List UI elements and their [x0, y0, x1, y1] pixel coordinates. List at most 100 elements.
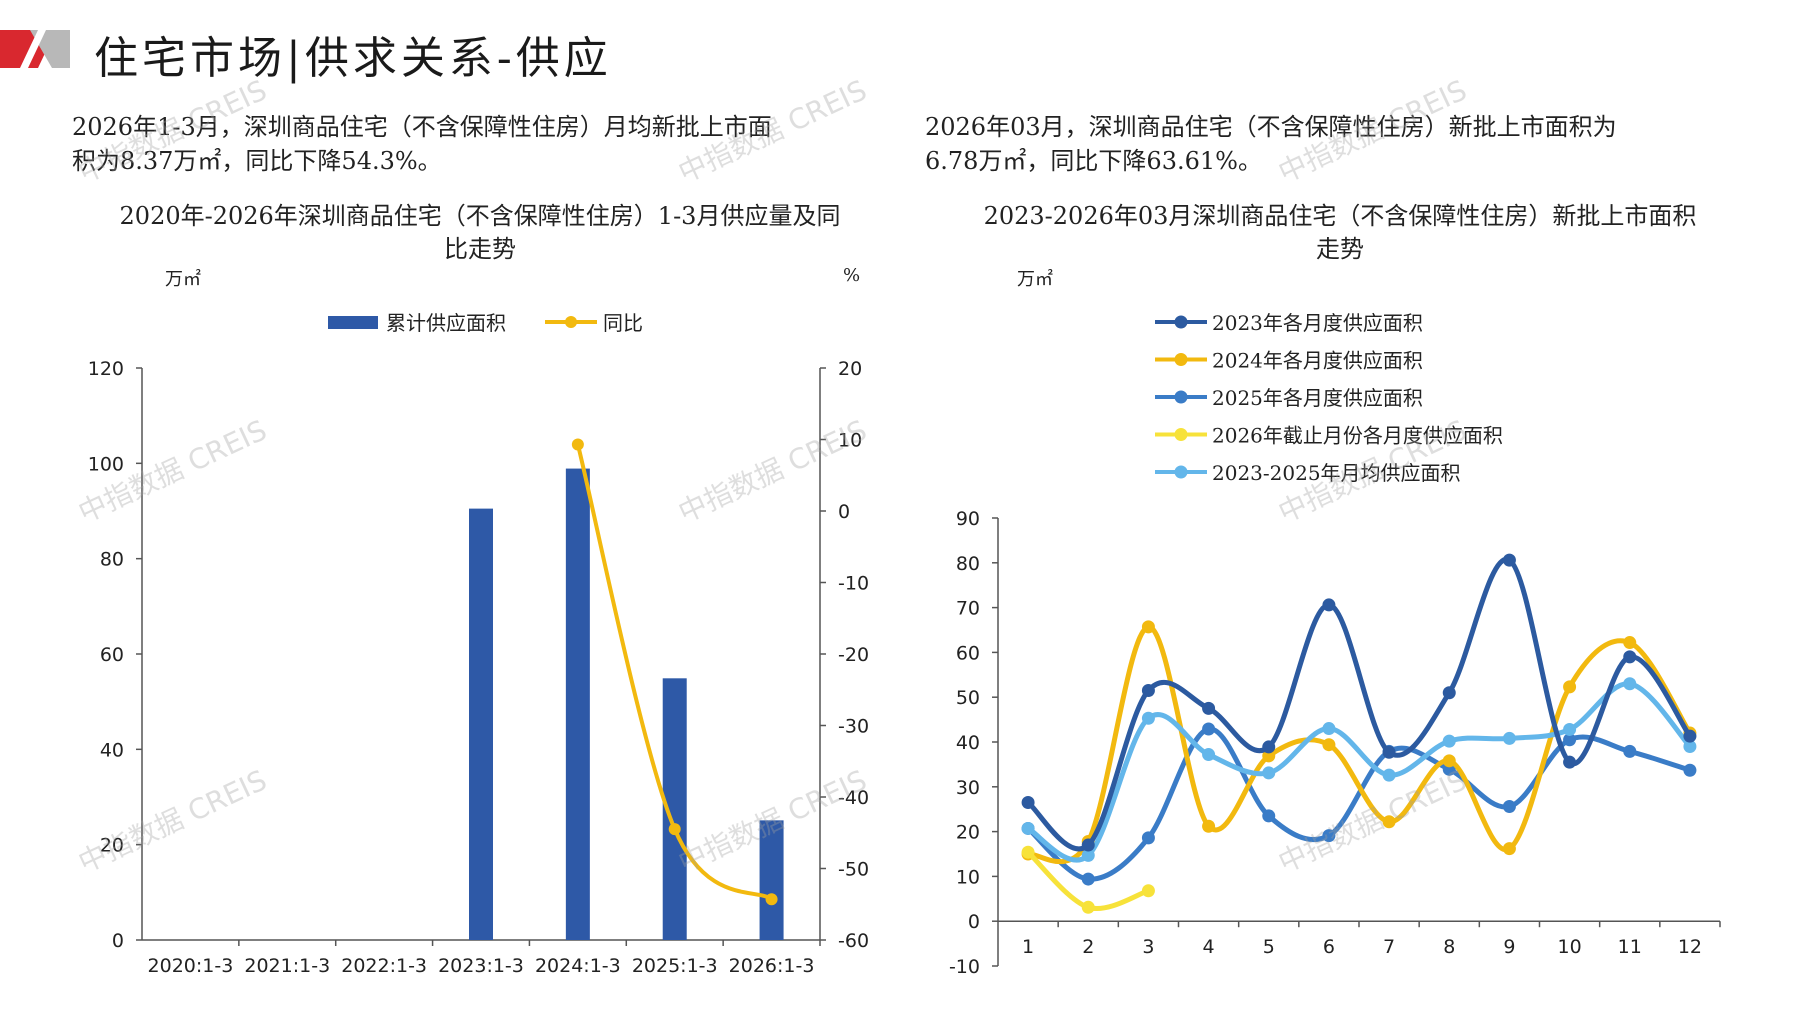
legend-swatch-point — [1174, 353, 1188, 366]
series-point — [1262, 809, 1276, 823]
series-point — [1202, 701, 1216, 715]
series-point — [1563, 733, 1577, 747]
legend-swatch-point — [1174, 465, 1188, 479]
series-point — [1081, 838, 1095, 852]
left-chart-left-unit: 万㎡ — [165, 269, 201, 290]
y-tick-label: 10 — [956, 866, 980, 888]
series-point — [1202, 722, 1216, 736]
series-point — [1623, 744, 1637, 758]
y-tick-label: 30 — [956, 777, 980, 799]
legend-label: 2024年各月度供应面积 — [1212, 349, 1423, 373]
series-point — [1623, 677, 1637, 691]
y-tick-label: 60 — [956, 642, 980, 664]
y-tick-label: -10 — [949, 956, 980, 978]
series-point — [1322, 738, 1336, 752]
series-point — [1081, 900, 1095, 914]
series-point — [1081, 872, 1095, 886]
legend-label: 2023-2025年月均供应面积 — [1212, 461, 1461, 485]
y-tick-label: 20 — [956, 822, 980, 844]
x-tick-label: 2022:1-3 — [341, 955, 427, 977]
y2-tick-label: 0 — [838, 501, 850, 523]
x-tick-label: 2021:1-3 — [244, 955, 330, 977]
y-tick-label: 90 — [956, 508, 980, 530]
series-point — [1683, 763, 1697, 777]
series-point — [1141, 683, 1155, 697]
x-tick-label: 10 — [1557, 936, 1581, 958]
y2-tick-label: -30 — [838, 716, 869, 738]
legend-label: 2023年各月度供应面积 — [1212, 311, 1423, 335]
x-tick-label: 5 — [1263, 936, 1275, 958]
header-logo-shape — [0, 30, 70, 68]
legend-swatch-point — [1174, 315, 1188, 329]
bar — [759, 820, 784, 940]
right-chart-unit: 万㎡ — [1017, 269, 1053, 290]
left-summary-line1: 2026年1-3月，深圳商品住宅（不含保障性住房）月均新批上市面 — [72, 113, 772, 141]
series-point — [1322, 598, 1336, 612]
series-point — [1021, 845, 1035, 859]
series-point — [1081, 848, 1095, 862]
series-point — [1382, 815, 1396, 829]
left-summary-line2: 积为8.37万㎡，同比下降54.3%。 — [72, 147, 442, 175]
legend-label: 同比 — [603, 311, 643, 335]
legend-swatch-point — [1174, 428, 1188, 441]
legend-swatch-bar — [328, 316, 378, 329]
series-point — [1382, 745, 1396, 759]
x-tick-label: 8 — [1443, 936, 1455, 958]
x-tick-label: 2023:1-3 — [438, 955, 524, 977]
series-point — [1141, 711, 1155, 725]
y-tick-label: 100 — [88, 453, 124, 475]
y-tick-label: 80 — [100, 549, 124, 571]
x-tick-label: 2026:1-3 — [729, 955, 815, 977]
yoy-point — [571, 438, 584, 451]
y-tick-label: 70 — [956, 598, 980, 620]
y-tick-label: 80 — [956, 553, 980, 575]
series-point — [1202, 819, 1216, 833]
left-chart-title-line1: 2020年-2026年深圳商品住宅（不含保障性住房）1-3月供应量及同 — [119, 202, 841, 230]
series-point — [1683, 739, 1697, 753]
right-chart-title-line2: 走势 — [1316, 235, 1364, 263]
y-tick-label: 60 — [100, 644, 124, 666]
y-tick-label: 40 — [956, 732, 980, 754]
x-tick-label: 7 — [1383, 936, 1395, 958]
left-chart-title: 2020年-2026年深圳商品住宅（不含保障性住房）1-3月供应量及同 比走势 — [60, 200, 900, 266]
right-chart-title-line1: 2023-2026年03月深圳商品住宅（不含保障性住房）新批上市面积 — [983, 202, 1697, 230]
page-title: 住宅市场|供求关系-供应 — [94, 33, 612, 84]
series-point — [1563, 722, 1577, 736]
series-line — [1026, 556, 1692, 852]
right-summary-line2: 6.78万㎡，同比下降63.61%。 — [925, 147, 1262, 175]
y-tick-label: 0 — [968, 911, 980, 933]
header — [0, 18, 1797, 80]
series-point — [1202, 748, 1216, 762]
left-summary: 2026年1-3月，深圳商品住宅（不含保障性住房）月均新批上市面 积为8.37万… — [72, 110, 772, 178]
right-chart-title: 2023-2026年03月深圳商品住宅（不含保障性住房）新批上市面积 走势 — [920, 200, 1760, 266]
x-tick-label: 4 — [1203, 936, 1215, 958]
y2-tick-label: -60 — [838, 930, 869, 952]
series-point — [1502, 842, 1516, 856]
y-tick-label: 0 — [112, 930, 124, 952]
x-tick-label: 2020:1-3 — [148, 955, 234, 977]
x-tick-label: 2024:1-3 — [535, 955, 621, 977]
series-point — [1262, 740, 1276, 754]
bar — [469, 508, 493, 940]
yoy-point — [668, 823, 681, 836]
series-point — [1442, 734, 1456, 748]
x-tick-label: 1 — [1022, 936, 1034, 958]
series-point — [1141, 884, 1155, 898]
series-point — [1623, 636, 1637, 650]
yoy-line — [575, 444, 773, 901]
right-summary-line1: 2026年03月，深圳商品住宅（不含保障性住房）新批上市面积为 — [925, 113, 1617, 141]
x-tick-label: 2025:1-3 — [632, 955, 718, 977]
left-chart-title-line2: 比走势 — [444, 235, 516, 263]
series-point — [1141, 620, 1155, 634]
y-tick-label: 20 — [100, 835, 124, 857]
y2-tick-label: 20 — [838, 358, 862, 380]
legend-label: 累计供应面积 — [386, 311, 506, 335]
series-point — [1623, 650, 1637, 664]
x-tick-label: 2 — [1082, 936, 1094, 958]
series-point — [1021, 795, 1035, 809]
bar — [565, 468, 590, 940]
yoy-point — [765, 893, 778, 906]
series-line — [1026, 681, 1692, 863]
x-tick-label: 12 — [1678, 936, 1702, 958]
x-tick-label: 3 — [1142, 936, 1154, 958]
